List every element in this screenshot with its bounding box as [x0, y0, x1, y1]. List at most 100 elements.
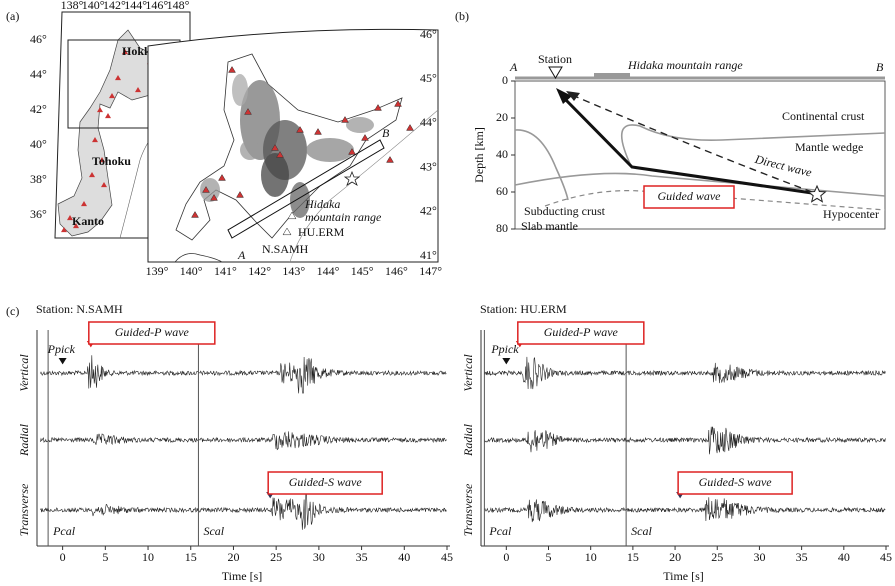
- volcano: [210, 194, 218, 201]
- axis-title: Depth [km]: [472, 127, 486, 183]
- volcano: [374, 104, 382, 111]
- layer-label: Subducting crust: [524, 204, 606, 218]
- lat-label: 44°: [30, 67, 47, 81]
- waveform: [484, 426, 886, 455]
- volcano: [101, 182, 107, 188]
- volcano: [218, 174, 226, 181]
- time-tick-label: 40: [838, 550, 850, 564]
- panel-label: (a): [6, 9, 19, 23]
- layer-label: Continental crust: [782, 109, 865, 123]
- lat-label: 42°: [30, 102, 47, 116]
- depth-tick-label: 20: [496, 110, 508, 124]
- region-label: Tohoku: [92, 154, 131, 168]
- profile-end: A: [509, 60, 518, 74]
- station-label: N.SAMH: [262, 242, 309, 256]
- lat-label: 46°: [420, 27, 437, 41]
- time-tick-label: 0: [60, 550, 66, 564]
- time-tick-label: 40: [398, 550, 410, 564]
- hypocenter-label: Hypocenter: [823, 207, 879, 221]
- scal-label: Scal: [203, 524, 224, 538]
- trench: [289, 109, 439, 263]
- hypocenter-star: [343, 170, 361, 186]
- lon-label: 140°: [82, 0, 105, 12]
- topography: [200, 178, 220, 202]
- time-tick-label: 10: [142, 550, 154, 564]
- component-label: Transverse: [461, 483, 475, 536]
- time-tick-label: 25: [711, 550, 723, 564]
- guided-ray: [560, 94, 813, 195]
- lon-label: 139°: [146, 264, 169, 278]
- ppick-marker: [502, 358, 511, 365]
- highlight-box: [677, 471, 793, 495]
- lon-label: 144°: [124, 0, 147, 12]
- component-label: Radial: [17, 423, 31, 457]
- axis-title: Time [s]: [222, 569, 263, 583]
- highlight-box: [517, 321, 645, 345]
- time-tick-label: 0: [503, 550, 509, 564]
- station-label: Station: [538, 52, 572, 66]
- lon-label: 144°: [317, 264, 340, 278]
- wave-label: Guided-P wave: [115, 325, 190, 339]
- volcano: [202, 186, 210, 193]
- topography: [261, 153, 289, 197]
- range-label: Hidaka: [304, 197, 340, 211]
- station-title: Station: N.SAMH: [36, 302, 123, 316]
- pcal-label: Pcal: [488, 524, 512, 538]
- wave-label: Guided wave: [658, 189, 722, 203]
- waveform: [40, 431, 447, 451]
- layer-label: Slab mantle: [521, 219, 578, 233]
- panel-label: (b): [455, 9, 469, 23]
- lon-label: 138°: [61, 0, 84, 12]
- axis-title: Time [s]: [663, 569, 704, 583]
- volcano: [348, 148, 356, 155]
- lon-label: 142°: [103, 0, 126, 12]
- time-tick-label: 35: [356, 550, 368, 564]
- time-tick-label: 15: [627, 550, 639, 564]
- lat-label: 40°: [30, 137, 47, 151]
- time-tick-label: 10: [585, 550, 597, 564]
- region-label: Kanto: [72, 214, 104, 228]
- component-label: Vertical: [461, 354, 475, 392]
- waveform: [40, 488, 447, 530]
- time-tick-label: 30: [753, 550, 765, 564]
- station-marker: [548, 66, 563, 79]
- volcano: [99, 157, 105, 163]
- highlight-box: [643, 185, 735, 209]
- slab-top: [514, 172, 886, 197]
- depth-tick-label: 0: [502, 73, 508, 87]
- highlight-box: [267, 471, 383, 495]
- volcano: [135, 87, 141, 93]
- range-bar: [594, 73, 630, 79]
- volcano: [61, 227, 67, 233]
- volcano: [406, 124, 414, 131]
- profile-end: A: [237, 248, 246, 262]
- wave-label: Guided-P wave: [544, 325, 619, 339]
- volcano: [115, 75, 121, 81]
- topography: [346, 117, 374, 133]
- volcano: [314, 128, 322, 135]
- lat-label: 36°: [30, 207, 47, 221]
- volcano: [122, 49, 128, 55]
- volcano: [361, 134, 369, 141]
- volcano: [228, 66, 236, 73]
- volcano: [92, 137, 98, 143]
- volcano: [73, 223, 79, 229]
- hypocenter-star: [807, 184, 827, 203]
- range-label: Hidaka mountain range: [627, 58, 743, 72]
- topography: [290, 182, 310, 218]
- profile-line: [227, 139, 385, 239]
- volcano: [81, 201, 87, 207]
- arrowhead: [556, 88, 572, 104]
- station-title: Station: HU.ERM: [480, 302, 567, 316]
- time-tick-label: 25: [270, 550, 282, 564]
- volcano: [191, 211, 199, 218]
- time-tick-label: 35: [796, 550, 808, 564]
- ppick-label: Ppick: [47, 342, 76, 356]
- depth-tick-label: 80: [496, 221, 508, 235]
- waveform: [484, 497, 886, 523]
- volcano: [394, 100, 402, 107]
- volcano: [236, 191, 244, 198]
- direct-ray: [571, 94, 813, 193]
- lat-label: 43°: [420, 159, 437, 173]
